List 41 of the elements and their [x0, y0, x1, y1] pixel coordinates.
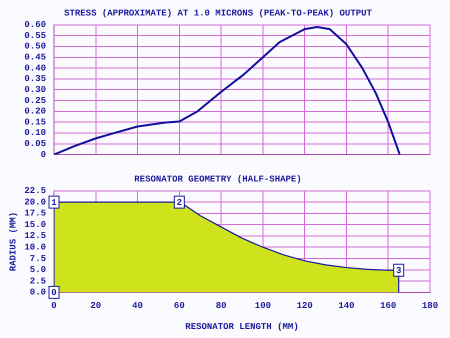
y-tick-label: 15.0	[24, 220, 46, 230]
y-tick-label: 0.0	[30, 288, 46, 298]
chart-title: STRESS (APPROXIMATE) AT 1.0 MICRONS (PEAK-TO-PEAK) OUTPUT	[64, 8, 373, 19]
y-tick-label: 20.0	[24, 197, 46, 208]
y-tick-label: 10.0	[24, 242, 46, 253]
y-axis-title: RADIUS (MM)	[8, 212, 19, 272]
y-tick-label: 22.5	[24, 186, 46, 196]
y-tick-label: 0.60	[24, 20, 46, 30]
annotation: 2	[176, 198, 182, 208]
annotation: 1	[51, 198, 58, 208]
y-tick-label: 0.55	[24, 30, 46, 41]
x-axis-title: RESONATOR LENGTH (MM)	[185, 322, 299, 332]
x-tick-label: 100	[254, 301, 271, 312]
x-tick-label: 120	[296, 301, 313, 312]
y-tick-label: 0.25	[24, 96, 46, 106]
x-tick-label: 40	[132, 301, 143, 312]
y-tick-label: 0.10	[24, 128, 46, 138]
y-tick-label: 5.0	[30, 265, 46, 276]
y-tick-label: 0	[40, 150, 46, 160]
y-tick-label: 2.5	[30, 276, 46, 286]
y-tick-label: 0.15	[24, 117, 46, 128]
y-tick-label: 0.50	[24, 42, 46, 52]
y-tick-label: 7.5	[30, 254, 46, 264]
y-tick-label: 0.30	[24, 84, 46, 95]
annotation: 3	[396, 266, 402, 276]
x-tick-label: 160	[380, 301, 396, 312]
y-tick-label: 0.45	[24, 52, 46, 63]
x-tick-label: 80	[216, 301, 227, 312]
x-tick-label: 180	[422, 301, 438, 312]
annotation: 0	[51, 288, 57, 298]
x-tick-label: 140	[338, 301, 355, 312]
y-tick-label: 12.5	[24, 231, 46, 242]
x-tick-label: 20	[90, 301, 102, 312]
x-tick-label: 60	[174, 301, 185, 312]
x-tick-label: 0	[51, 301, 57, 312]
y-tick-label: 0.40	[24, 63, 46, 74]
y-tick-label: 0.20	[24, 106, 46, 117]
y-tick-label: 0.05	[24, 139, 46, 150]
y-tick-label: 0.35	[24, 74, 46, 84]
chart-title: RESONATOR GEOMETRY (HALF-SHAPE)	[134, 174, 302, 185]
y-tick-label: 17.5	[24, 208, 46, 219]
